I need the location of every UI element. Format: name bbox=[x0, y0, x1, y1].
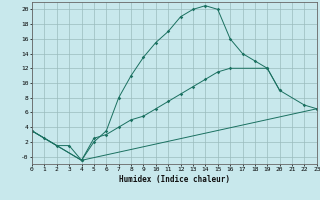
X-axis label: Humidex (Indice chaleur): Humidex (Indice chaleur) bbox=[119, 175, 230, 184]
